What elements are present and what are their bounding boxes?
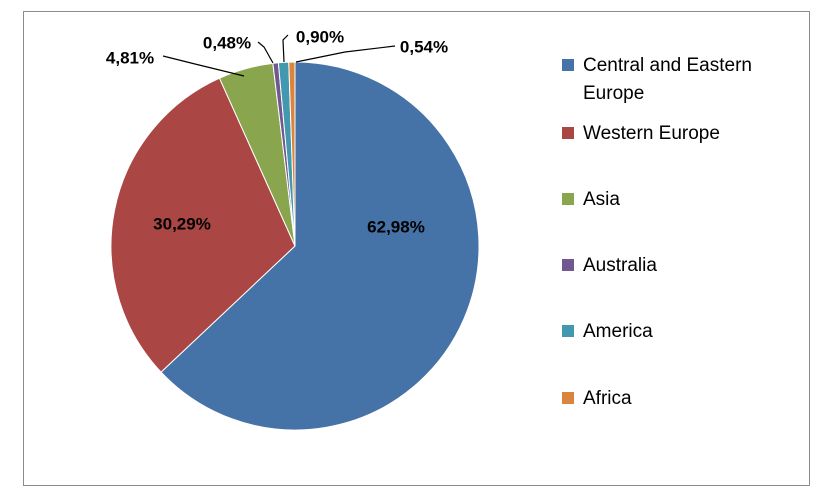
legend-swatch	[562, 392, 574, 404]
data-label-australia: 0,48%	[203, 33, 251, 52]
legend-item-australia: Australia	[562, 252, 783, 280]
legend-swatch	[562, 59, 574, 71]
legend-swatch	[562, 325, 574, 337]
legend-label: Asia	[583, 189, 620, 210]
leader-line-america	[282, 34, 289, 63]
legend-item-central-and-eastern-europe: Central and Eastern Europe	[562, 52, 783, 108]
legend-label: Western Europe	[583, 123, 720, 144]
pie-slice-africa	[288, 61, 296, 247]
legend-label: Africa	[583, 388, 632, 409]
legend-item-africa: Africa	[562, 385, 783, 413]
legend-label: America	[583, 321, 653, 342]
leader-line-australia	[257, 41, 274, 64]
legend-item-asia: Asia	[562, 186, 783, 214]
data-label-asia: 4,81%	[106, 48, 154, 67]
legend-label: Australia	[583, 255, 657, 276]
pie-slice-western-europe	[110, 77, 296, 373]
legend-swatch	[562, 259, 574, 271]
legend-swatch	[562, 193, 574, 205]
data-label-africa: 0,54%	[400, 37, 448, 56]
pie-slice-central-and-eastern-europe	[160, 61, 480, 431]
legend-label: Central and Eastern Europe	[583, 55, 752, 104]
data-label-western-europe: 30,29%	[153, 214, 211, 233]
legend-swatch	[562, 127, 574, 139]
data-label-america: 0,90%	[296, 27, 344, 46]
leader-line-asia	[162, 55, 245, 77]
data-label-central-and-eastern-europe: 62,98%	[367, 217, 425, 236]
leader-line-africa	[295, 45, 396, 63]
legend-item-western-europe: Western Europe	[562, 120, 783, 148]
legend-item-america: America	[562, 318, 783, 346]
